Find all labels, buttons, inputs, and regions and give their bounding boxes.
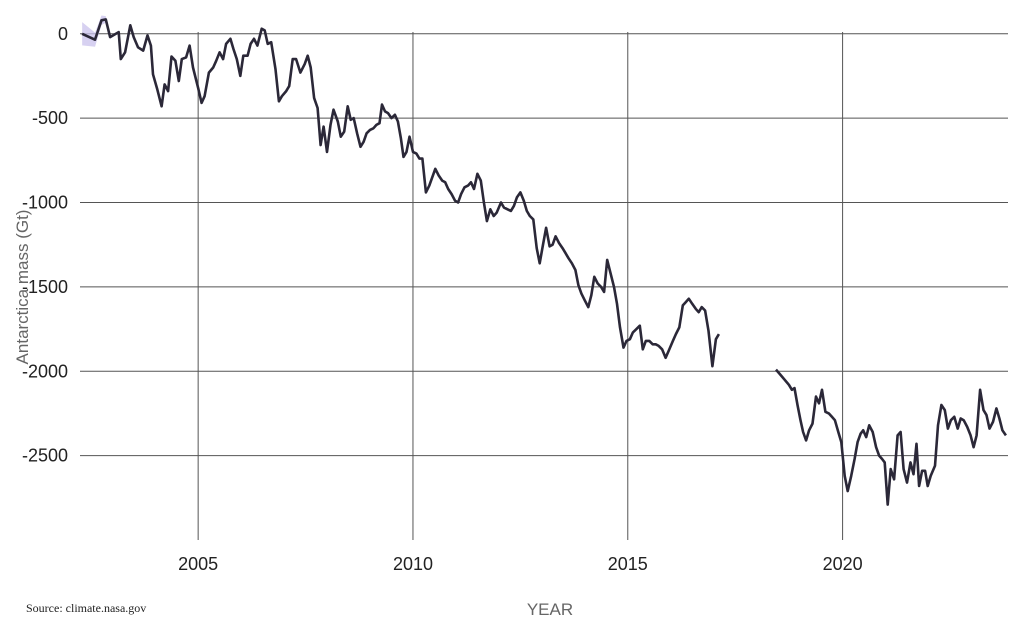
x-tick-label: 2005 <box>178 554 218 574</box>
y-tick-label: -2500 <box>22 446 68 466</box>
y-tick-label: 0 <box>58 24 68 44</box>
y-tick-label: -2000 <box>22 361 68 381</box>
x-tick-label: 2010 <box>393 554 433 574</box>
x-tick-labels: 2005 2010 2015 2020 <box>178 554 862 574</box>
x-tick-label: 2020 <box>823 554 863 574</box>
y-tick-label: -1500 <box>22 277 68 297</box>
series-line-segment <box>775 368 1007 506</box>
source-note: Source: climate.nasa.gov <box>26 601 147 615</box>
x-tick-label: 2015 <box>608 554 648 574</box>
y-tick-labels: 0 -500 -1000 -1500 -2000 -2500 <box>22 24 68 466</box>
x-axis-title: YEAR <box>527 600 573 619</box>
gridlines <box>80 32 1008 540</box>
series-line <box>81 18 1007 506</box>
y-axis-title: Antarctica mass (Gt) <box>13 210 32 365</box>
series-line-segment <box>81 18 721 368</box>
y-tick-label: -500 <box>32 108 68 128</box>
y-tick-label: -1000 <box>22 193 68 213</box>
